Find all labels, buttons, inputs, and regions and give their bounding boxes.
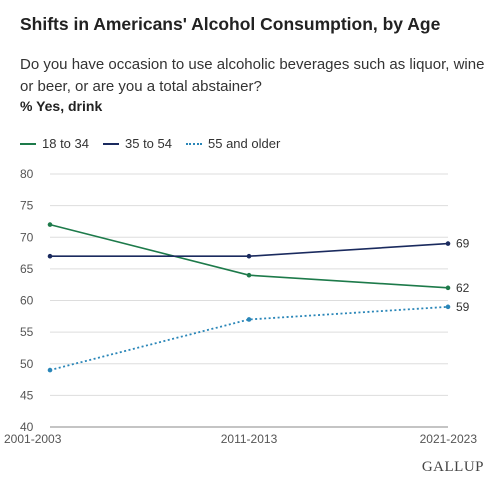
data-point	[445, 241, 451, 246]
series-line	[49, 305, 449, 371]
y-tick-label: 70	[20, 230, 34, 244]
y-tick-label: 45	[20, 388, 34, 402]
legend-swatch-55-older	[186, 142, 202, 145]
y-tick-label: 50	[20, 357, 34, 371]
legend-item-55-older: 55 and older	[186, 136, 280, 151]
legend-item-18-34: 18 to 34	[20, 136, 89, 151]
end-value-label: 62	[456, 281, 470, 295]
legend-item-35-54: 35 to 54	[103, 136, 172, 151]
data-point	[246, 317, 252, 322]
data-point	[246, 253, 252, 259]
legend-label-55-older: 55 and older	[208, 136, 281, 151]
data-point	[47, 253, 53, 259]
x-tick-label: 2001-2003	[4, 432, 62, 446]
data-point	[47, 367, 53, 373]
x-tick-label: 2011-2013	[221, 432, 278, 446]
legend: 18 to 34 35 to 54 55 and older	[20, 136, 294, 151]
legend-label-35-54: 35 to 54	[125, 136, 172, 151]
y-tick-label: 80	[20, 167, 34, 181]
data-point	[246, 272, 252, 278]
data-point	[445, 304, 451, 310]
end-value-label: 69	[456, 237, 470, 251]
legend-swatch-35-54	[103, 142, 119, 145]
x-tick-label: 2021-2023	[420, 432, 478, 446]
y-tick-label: 60	[20, 294, 34, 308]
legend-swatch-18-34	[20, 142, 36, 145]
legend-label-18-34: 18 to 34	[42, 136, 89, 151]
gallup-logo: GALLUP	[421, 459, 484, 475]
end-value-label: 59	[456, 300, 470, 314]
y-tick-label: 75	[20, 199, 34, 213]
chart-title: Shifts in Americans' Alcohol Consumption…	[20, 14, 441, 34]
survey-question: Do you have occasion to use alcoholic be…	[20, 56, 485, 95]
y-tick-label: 55	[20, 325, 34, 339]
y-tick-label: 65	[20, 262, 34, 276]
unit-label: % Yes, drink	[20, 98, 103, 114]
data-point	[445, 285, 451, 291]
data-point	[47, 222, 53, 227]
y-tick-label: 40	[20, 420, 34, 434]
